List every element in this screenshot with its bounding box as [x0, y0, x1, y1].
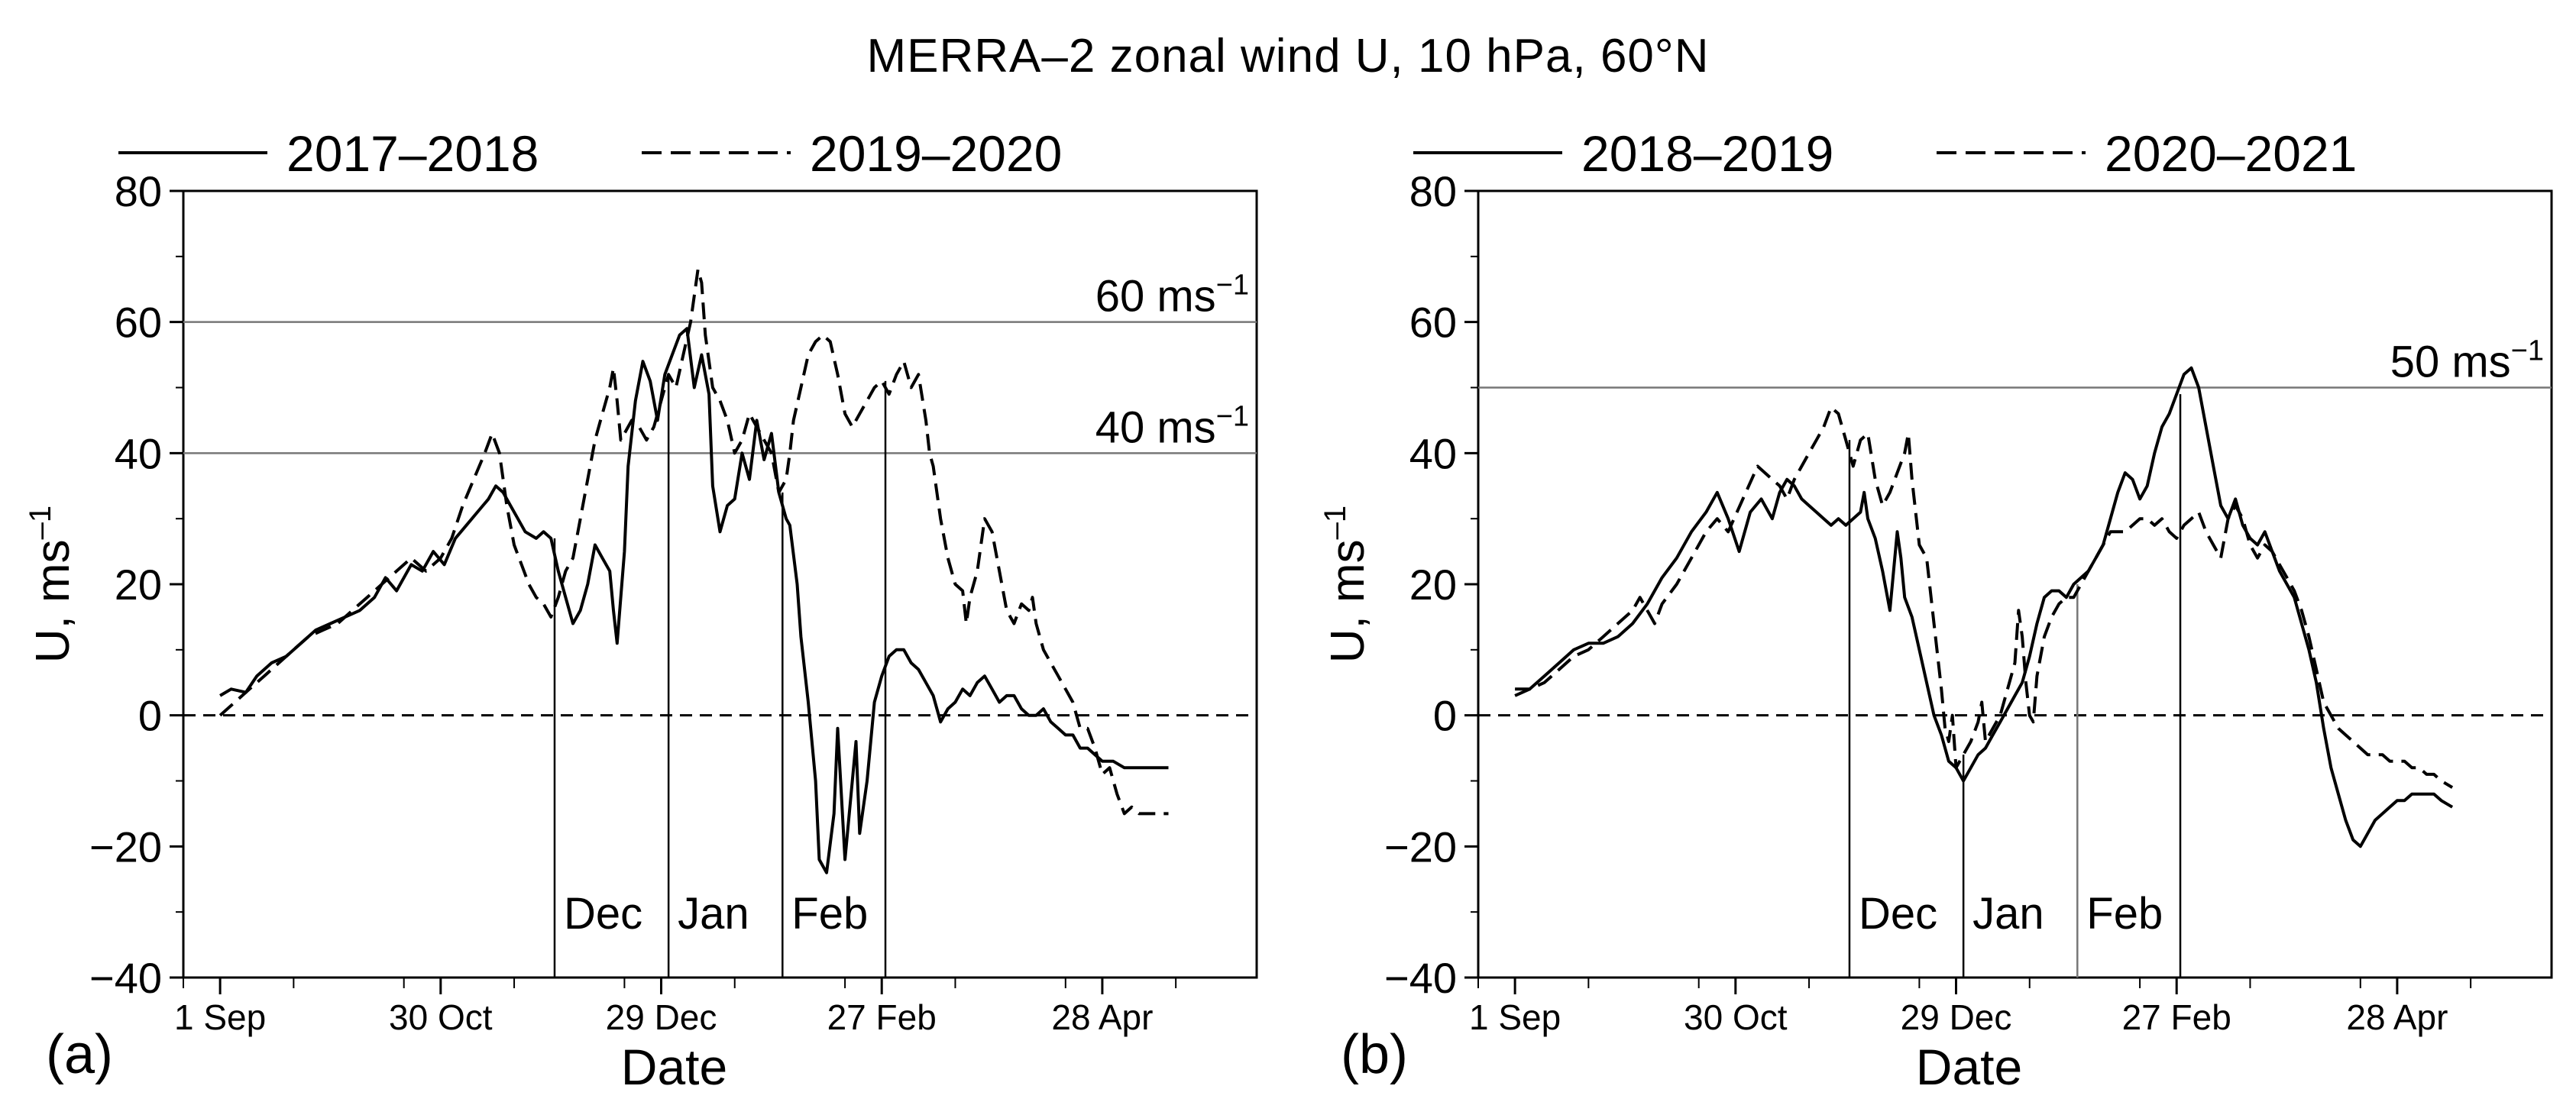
chart-b-panel-label: (b) — [1341, 1024, 1408, 1085]
chart-b-month-label-dec: Dec — [1859, 889, 1937, 939]
chart-a-x-tick-label-1: 30 Oct — [389, 997, 493, 1037]
chart-a-legend-label-2: 2019–2020 — [810, 125, 1062, 182]
chart-b-y-tick-label-3: 20 — [1409, 561, 1457, 609]
chart-b-x-tick-label-4: 28 Apr — [2346, 997, 2448, 1037]
chart-a-ref-label-sup-60: −1 — [1216, 270, 1249, 302]
chart-b-svg: 2018–2019 2020–2021 50 ms−1 Dec Jan Feb −40 −20… — [1319, 125, 2553, 1095]
chart-b-y-axis-title-sup: –1 — [1319, 506, 1352, 540]
chart-a-series-line-2 — [218, 268, 1169, 816]
panel-b: 2018–2019 2020–2021 50 ms−1 Dec Jan Feb −40 −20… — [1310, 115, 2576, 1107]
chart-a-ref-label-40: 40 ms−1 — [1095, 400, 1249, 452]
chart-b-series-line-2 — [1514, 406, 2454, 789]
chart-a-ref-label-60: 60 ms−1 — [1095, 270, 1249, 322]
chart-a-x-tick-label-0: 1 Sep — [174, 997, 266, 1037]
chart-b-y-tick-label-2: 0 — [1433, 692, 1457, 740]
chart-b-x-tick-label-1: 30 Oct — [1684, 997, 1788, 1037]
chart-a-month-label-feb: Feb — [791, 889, 868, 939]
chart-a-x-axis-title: Date — [621, 1039, 727, 1095]
chart-b-plot-frame — [1477, 189, 2553, 979]
chart-a-month-label-jan: Jan — [678, 889, 749, 939]
chart-a-month-label-dec: Dec — [564, 889, 642, 939]
chart-b-y-tick-label-1: −20 — [1384, 823, 1457, 871]
chart-a-y-axis-title: U, ms–1 — [24, 506, 79, 663]
chart-main-title: MERRA–2 zonal wind U, 10 hPa, 60°N — [866, 30, 1710, 82]
panel-a: 2017–2018 2019–2020 60 ms−1 40 ms−1 Dec Jan Fe… — [15, 115, 1283, 1107]
chart-b-month-label-jan: Jan — [1972, 889, 2044, 939]
chart-a-y-tick-label-2: 0 — [138, 692, 162, 740]
chart-b-y-tick-label-5: 60 — [1409, 299, 1457, 347]
chart-b-y-tick-label-4: 40 — [1409, 429, 1457, 477]
chart-b-legend-label-1: 2018–2019 — [1581, 125, 1833, 182]
chart-a-x-tick-label-4: 28 Apr — [1051, 997, 1153, 1037]
chart-b-month-label-feb: Feb — [2086, 889, 2163, 939]
chart-a-svg: 2017–2018 2019–2020 60 ms−1 40 ms−1 Dec Jan Fe… — [24, 125, 1258, 1095]
chart-b-x-tick-label-3: 27 Feb — [2122, 997, 2231, 1037]
chart-a-series-line-1 — [219, 327, 1169, 874]
chart-b-x-tick-label-0: 1 Sep — [1469, 997, 1561, 1037]
chart-a-y-tick-label-1: −20 — [89, 823, 162, 871]
chart-b-y-tick-label-6: 80 — [1409, 167, 1457, 215]
chart-b-x-tick-label-2: 29 Dec — [1901, 997, 2012, 1037]
chart-a-legend-label-1: 2017–2018 — [286, 125, 539, 182]
chart-b-series-line-1 — [1515, 366, 2454, 848]
chart-a-y-tick-label-4: 40 — [115, 429, 162, 477]
chart-b-y-tick-label-0: −40 — [1384, 954, 1457, 1002]
chart-a-y-tick-label-5: 60 — [115, 299, 162, 347]
chart-a-y-tick-label-6: 80 — [115, 167, 162, 215]
chart-b-y-axis-title: U, ms–1 — [1319, 506, 1374, 663]
chart-a-panel-label: (a) — [46, 1024, 113, 1085]
chart-b-ref-label-sup-50: −1 — [2511, 335, 2544, 367]
chart-b-legend-label-2: 2020–2021 — [2105, 125, 2357, 182]
chart-a-ref-label-sup-40: −1 — [1216, 400, 1249, 432]
chart-a-x-tick-label-3: 27 Feb — [827, 997, 937, 1037]
chart-a-y-tick-label-3: 20 — [115, 561, 162, 609]
chart-a-y-axis-title-sup: –1 — [24, 506, 57, 540]
chart-a-x-tick-label-2: 29 Dec — [606, 997, 717, 1037]
chart-b-x-axis-title: Date — [1916, 1039, 2022, 1095]
chart-a-y-tick-label-0: −40 — [89, 954, 162, 1002]
chart-b-ref-label-50: 50 ms−1 — [2390, 335, 2544, 387]
